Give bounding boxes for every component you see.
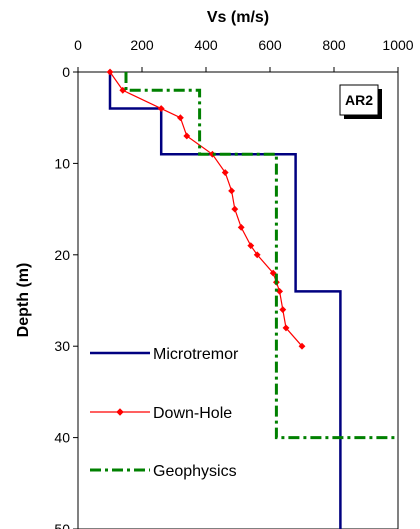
data-point — [269, 269, 277, 277]
data-point — [106, 68, 114, 76]
data-point — [298, 342, 306, 350]
data-point — [279, 306, 287, 314]
y-axis: 0 10 20 30 40 50 — [54, 64, 78, 529]
y-tick-label: 40 — [54, 430, 70, 446]
annotation-label: AR2 — [345, 92, 373, 108]
x-axis: 0 200 400 600 800 1000 — [74, 37, 414, 72]
legend-label: Microtremor — [153, 346, 239, 363]
annotation-frame — [339, 84, 379, 116]
x-tick-label: 0 — [74, 37, 82, 53]
annotation-box: AR2 — [339, 84, 382, 119]
y-axis-title: Depth (m) — [15, 263, 32, 338]
data-point — [231, 205, 239, 213]
x-axis-title: Vs (m/s) — [207, 9, 269, 26]
data-point — [221, 169, 229, 176]
series-line-down-hole — [109, 71, 303, 347]
data-point — [237, 223, 245, 231]
data-point — [282, 324, 290, 332]
legend-marker — [116, 408, 124, 416]
legend-label: Geophysics — [153, 463, 237, 480]
x-tick-label: 600 — [258, 37, 282, 53]
y-tick-label: 20 — [54, 247, 70, 263]
data-point — [247, 242, 255, 250]
data-point — [176, 114, 184, 122]
legend-label: Down-Hole — [153, 405, 232, 422]
x-tick-label: 800 — [322, 37, 346, 53]
data-point — [228, 187, 236, 195]
y-tick-label: 30 — [54, 338, 70, 354]
data-point — [253, 251, 261, 259]
data-point — [183, 132, 191, 140]
x-tick-label: 200 — [130, 37, 154, 53]
legend: Microtremor Down-Hole Geophysics — [90, 346, 239, 480]
x-tick-label: 1000 — [382, 37, 413, 53]
series-line-geophysics — [124, 72, 398, 440]
series-layer — [106, 68, 398, 529]
data-point — [157, 105, 165, 112]
x-tick-label: 400 — [194, 37, 218, 53]
y-tick-label: 10 — [54, 155, 70, 171]
plot-area — [77, 71, 399, 529]
y-tick-label: 0 — [62, 64, 70, 80]
y-tick-label: 50 — [54, 521, 70, 529]
